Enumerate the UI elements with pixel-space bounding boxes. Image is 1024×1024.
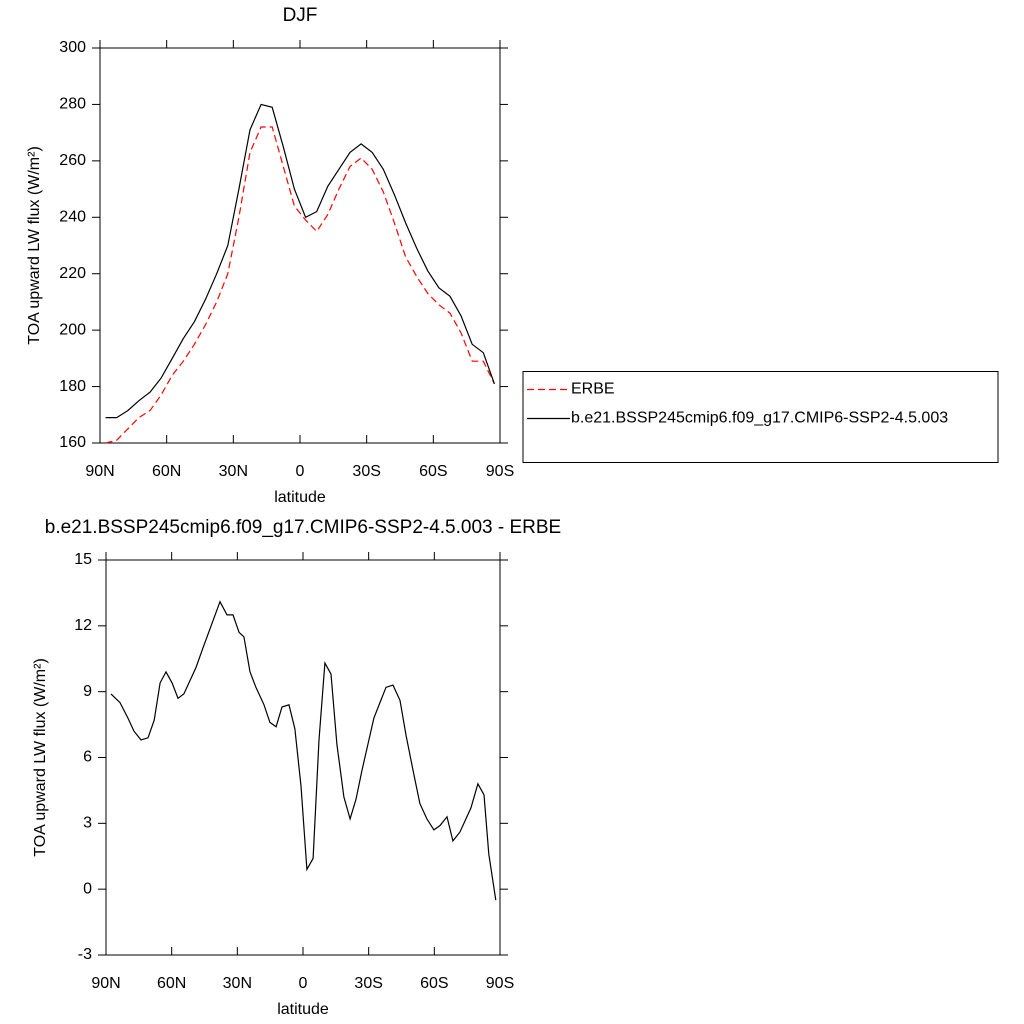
y-tick-label: 12 [74,617,92,634]
y-tick-label: 220 [59,265,86,282]
y-tick-label: -3 [78,946,92,963]
y-tick-label: 9 [83,683,92,700]
x-tick-label: 90S [486,975,514,992]
y-tick-label: 3 [83,815,92,832]
chart-title: b.e21.BSSP245cmip6.f09_g17.CMIP6-SSP2-4.… [45,517,561,538]
y-tick-label: 0 [83,880,92,897]
x-tick-label: 30S [354,975,382,992]
y-axis-label: TOA upward LW flux (W/m²) [26,146,43,345]
x-tick-label: 60N [157,975,186,992]
x-tick-label: 90N [91,975,120,992]
y-tick-label: 6 [83,749,92,766]
x-axis-label: latitude [274,489,326,506]
x-tick-label: 30S [352,463,380,480]
legend-box [522,371,999,463]
y-axis-label: TOA upward LW flux (W/m²) [32,658,49,857]
x-tick-label: 0 [299,975,308,992]
x-tick-label: 30N [223,975,252,992]
x-tick-label: 60S [419,463,447,480]
data-line [105,103,495,419]
legend-label: ERBE [571,381,615,398]
y-tick-label: 200 [59,321,86,338]
y-tick-label: 180 [59,378,86,395]
x-tick-label: 0 [296,463,305,480]
y-tick-label: 280 [59,96,86,113]
plot-frame [105,559,501,956]
y-tick-label: 15 [74,551,92,568]
x-tick-label: 90S [486,463,514,480]
y-tick-label: 260 [59,152,86,169]
x-tick-label: 60S [420,975,448,992]
y-tick-label: 300 [59,39,86,56]
x-tick-label: 30N [219,463,248,480]
legend-label: b.e21.BSSP245cmip6.f09_g17.CMIP6-SSP2-4.… [571,410,948,427]
chart-title: DJF [283,5,318,26]
x-tick-label: 90N [85,463,114,480]
x-axis-label: latitude [277,1001,329,1018]
data-line [105,126,495,444]
x-tick-label: 60N [152,463,181,480]
y-tick-label: 240 [59,209,86,226]
plot-frame [99,47,501,444]
y-tick-label: 160 [59,434,86,451]
data-line [110,600,497,901]
